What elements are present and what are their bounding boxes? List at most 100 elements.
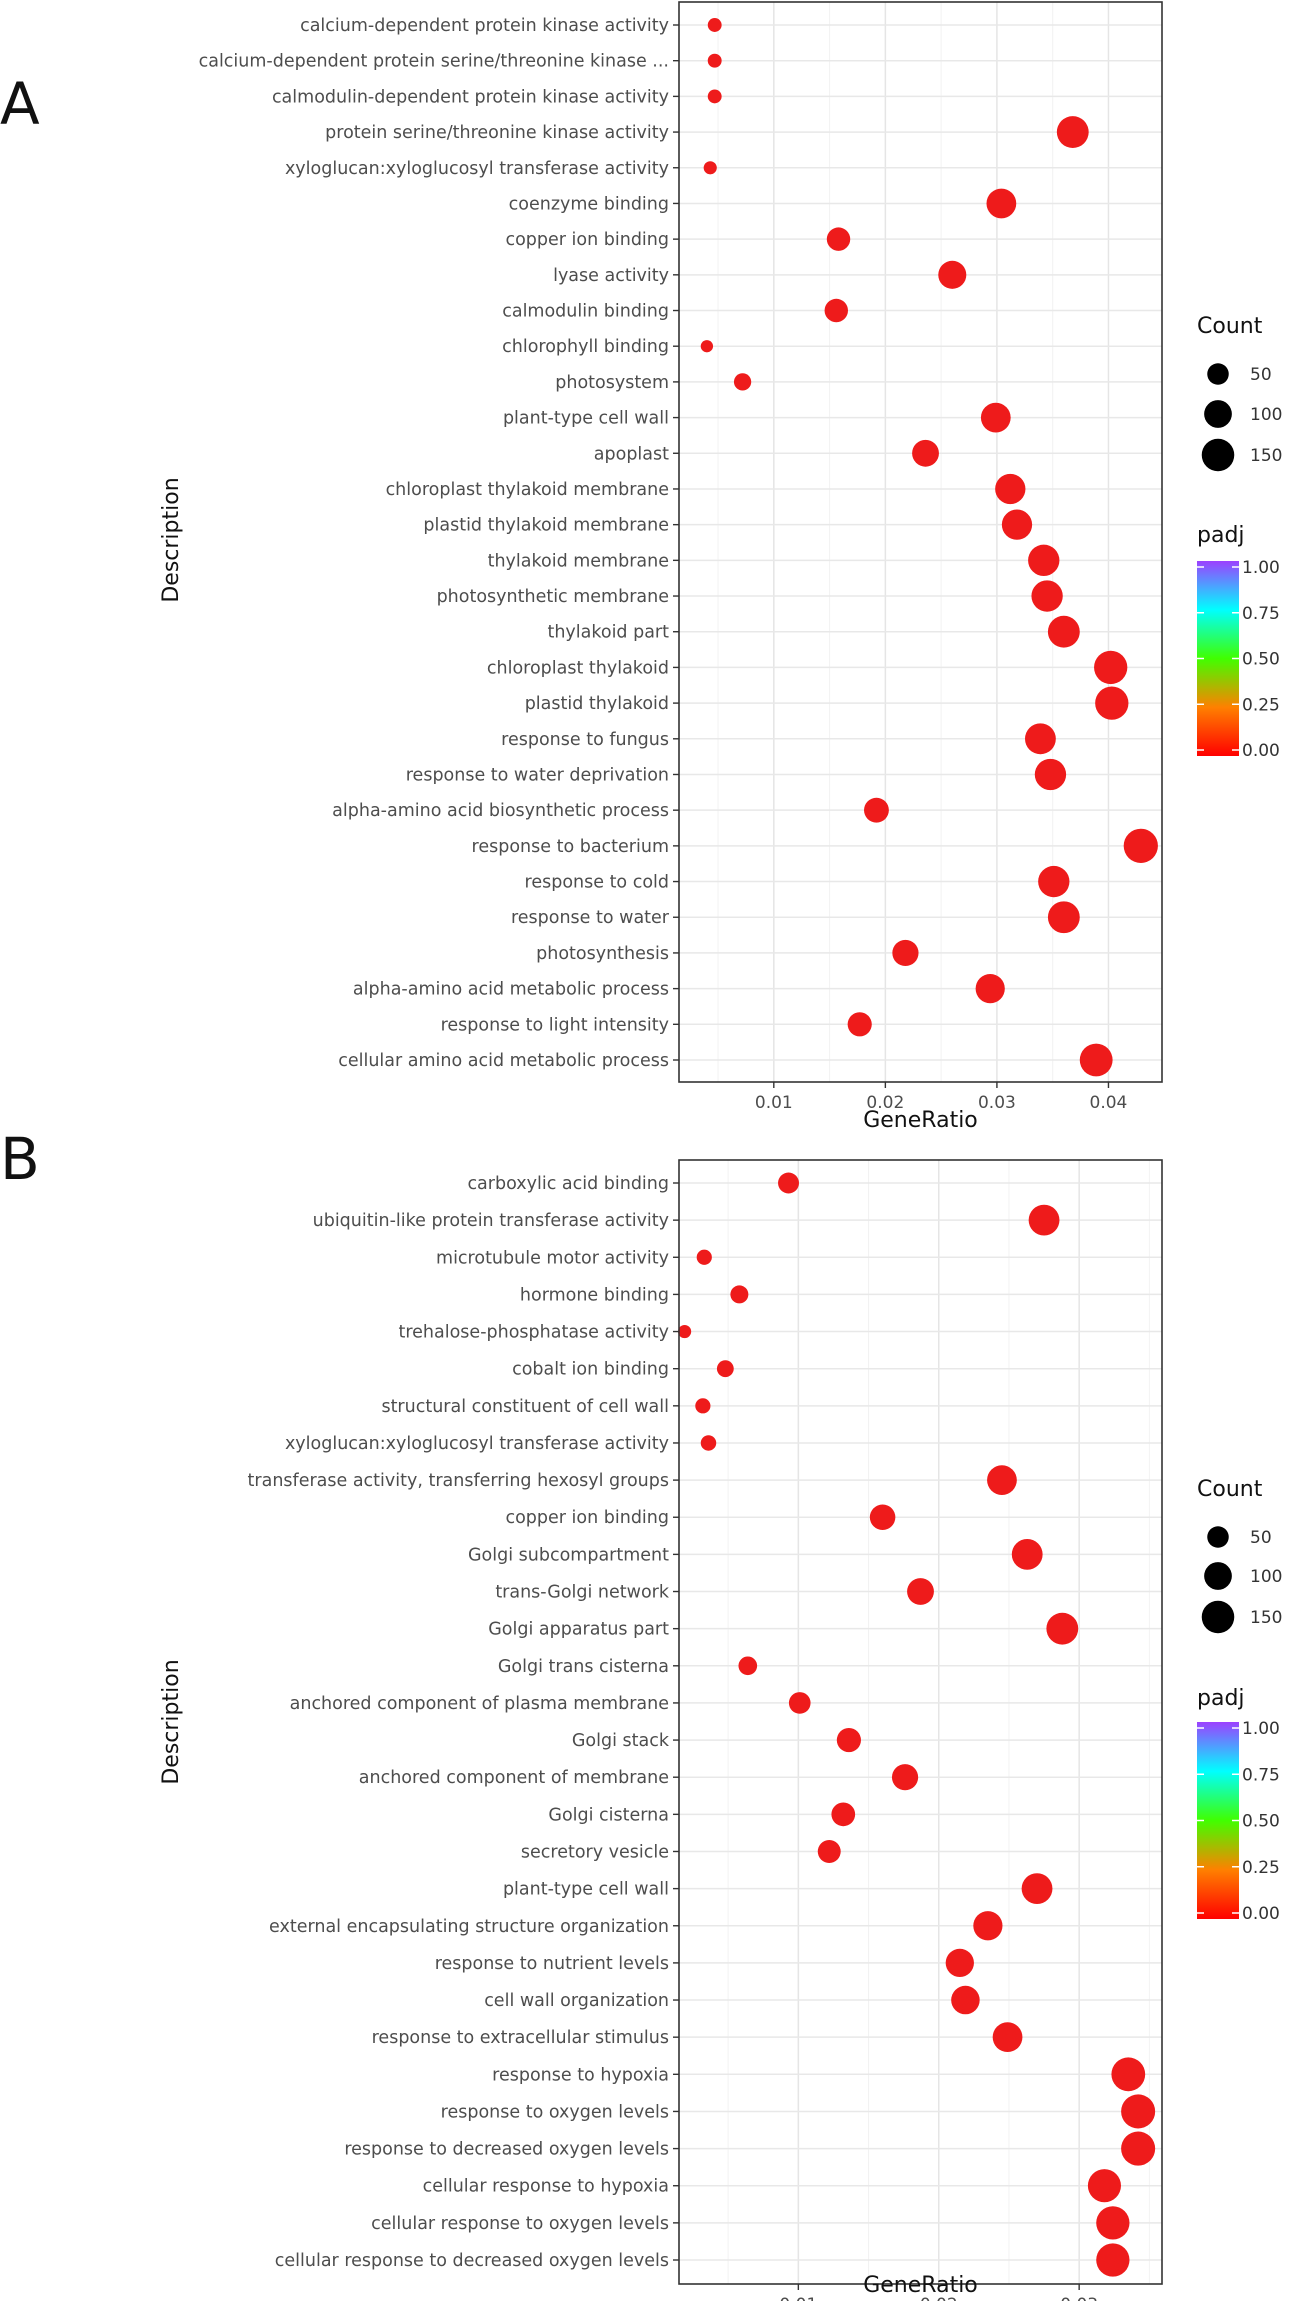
y-tick-label: alpha-amino acid biosynthetic process (332, 801, 669, 821)
y-tick-label: Golgi cisterna (548, 1805, 669, 1825)
y-tick-label: plant-type cell wall (503, 409, 669, 429)
x-tick-label: 0.03 (1060, 2295, 1098, 2301)
y-tick-label: Golgi trans cisterna (498, 1657, 669, 1677)
data-point (1079, 1043, 1113, 1077)
data-point (891, 1764, 919, 1791)
data-point (992, 2022, 1023, 2053)
legend-count-label: 150 (1250, 1608, 1282, 1628)
data-point (912, 439, 939, 467)
legend-padj-label: 0.25 (1242, 1858, 1280, 1878)
y-tick-label: secretory vesicle (521, 1842, 669, 1862)
data-point (938, 260, 967, 289)
y-tick-label: coenzyme binding (509, 194, 669, 214)
y-tick-label: chloroplast thylakoid membrane (386, 480, 669, 500)
legend-count-label: 50 (1250, 1528, 1272, 1548)
y-tick-label: chloroplast thylakoid (487, 658, 669, 678)
y-tick-label: external encapsulating structure organiz… (269, 1917, 669, 1937)
y-tick-label: cellular response to hypoxia (423, 2177, 669, 2197)
legend-padj-label: 1.00 (1242, 1719, 1280, 1739)
legend-count-dot (1201, 1600, 1235, 1634)
data-point (1096, 2206, 1130, 2240)
legend-padj-label: 0.75 (1242, 604, 1280, 624)
y-tick-label: response to water deprivation (406, 765, 669, 785)
legend-count-label: 100 (1250, 1567, 1282, 1587)
y-tick-label: cellular response to decreased oxygen le… (275, 2251, 669, 2271)
x-axis-title: GeneRatio (863, 1108, 978, 1133)
x-tick-label: 0.01 (779, 2295, 817, 2301)
data-point (1096, 2243, 1130, 2277)
y-tick-label: chlorophyll binding (502, 337, 669, 357)
y-tick-label: anchored component of membrane (359, 1768, 669, 1788)
data-point (824, 298, 848, 323)
data-point (826, 227, 851, 251)
data-point (1025, 723, 1056, 755)
y-tick-label: anchored component of plasma membrane (290, 1694, 669, 1714)
data-point (1021, 1873, 1053, 1905)
legend-count-label: 50 (1250, 365, 1272, 385)
y-tick-label: cobalt ion binding (512, 1360, 669, 1380)
data-point (1038, 865, 1070, 898)
data-point (864, 797, 889, 823)
x-tick-label: 0.03 (978, 1093, 1016, 1113)
panel-letter-b: B (0, 1125, 40, 1193)
y-tick-label: response to nutrient levels (435, 1954, 669, 1974)
data-point (1028, 544, 1060, 577)
data-point (975, 974, 1005, 1004)
legend-padj-label: 0.00 (1242, 741, 1280, 761)
data-point (696, 1249, 712, 1265)
y-tick-label: hormone binding (520, 1285, 669, 1305)
y-tick-label: response to extracellular stimulus (372, 2028, 669, 2048)
legend-count-label: 100 (1250, 405, 1282, 425)
data-point (778, 1172, 800, 1194)
y-tick-label: calmodulin-dependent protein kinase acti… (272, 87, 669, 107)
legend-count-label: 150 (1250, 446, 1282, 466)
data-point (738, 1656, 758, 1676)
y-tick-label: transferase activity, transferring hexos… (248, 1471, 669, 1491)
y-tick-label: response to cold (525, 873, 669, 893)
legend-padj-label: 0.50 (1242, 650, 1280, 670)
y-tick-label: structural constituent of cell wall (381, 1397, 669, 1417)
legend-count-dot (1201, 438, 1235, 472)
chart-panel-a: calcium-dependent protein kinase activit… (159, 1, 1282, 1133)
data-point (847, 1012, 872, 1037)
data-point (1011, 1538, 1043, 1570)
legend-padj-label: 1.00 (1242, 558, 1280, 578)
y-tick-label: response to water (511, 908, 670, 928)
y-tick-label: response to light intensity (441, 1015, 669, 1035)
y-tick-label: response to hypoxia (492, 2065, 669, 2085)
data-point (836, 1727, 861, 1753)
data-point (1087, 2169, 1121, 2203)
data-point (733, 373, 752, 391)
x-tick-label: 0.01 (755, 1093, 793, 1113)
y-tick-label: photosystem (555, 373, 669, 393)
data-point (1031, 580, 1063, 612)
data-point (788, 1692, 811, 1714)
legend-padj-label: 0.25 (1242, 695, 1280, 715)
y-tick-label: xyloglucan:xyloglucosyl transferase acti… (285, 1434, 669, 1454)
x-tick-label: 0.02 (866, 1093, 904, 1113)
data-point (951, 1985, 980, 2015)
legend-count-title: Count (1197, 1477, 1263, 1502)
x-axis-title: GeneRatio (863, 2273, 978, 2298)
plot-background (679, 2, 1162, 1082)
y-tick-label: copper ion binding (505, 1508, 669, 1528)
legend-padj-title: padj (1197, 1686, 1245, 1711)
data-point (973, 1911, 1003, 1941)
y-tick-label: trehalose-phosphatase activity (398, 1323, 669, 1343)
data-point (707, 18, 722, 32)
data-point (707, 53, 722, 68)
data-point (1056, 116, 1089, 148)
data-point (1123, 828, 1158, 863)
y-tick-label: photosynthetic membrane (437, 587, 669, 607)
legend-count-dot (1207, 363, 1229, 385)
y-tick-label: plant-type cell wall (503, 1880, 669, 1900)
data-point (1111, 2057, 1146, 2092)
y-tick-label: Golgi subcompartment (468, 1545, 669, 1565)
y-tick-label: copper ion binding (505, 230, 669, 250)
y-tick-label: xyloglucan:xyloglucosyl transferase acti… (285, 159, 669, 179)
data-point (700, 340, 714, 353)
x-tick-label: 0.04 (1090, 1093, 1128, 1113)
data-point (986, 188, 1017, 219)
data-point (1094, 650, 1128, 685)
legend-padj-label: 0.75 (1242, 1765, 1280, 1785)
